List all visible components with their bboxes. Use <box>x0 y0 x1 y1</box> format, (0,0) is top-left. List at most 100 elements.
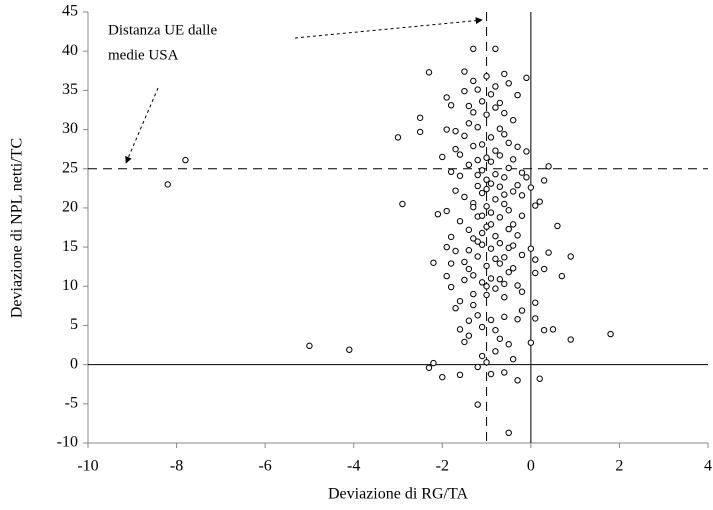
point <box>540 326 548 334</box>
point <box>487 91 495 98</box>
point <box>492 255 499 263</box>
x-tick-label: -10 <box>77 458 98 475</box>
point <box>492 232 499 240</box>
point <box>474 182 481 190</box>
x-tick-label: -8 <box>170 458 183 475</box>
x-tick-label: -4 <box>347 458 360 475</box>
point <box>532 269 539 277</box>
point <box>474 312 481 319</box>
point <box>478 98 486 105</box>
point <box>164 181 171 188</box>
point <box>496 152 504 159</box>
point <box>399 200 406 208</box>
point <box>514 377 521 384</box>
point <box>514 143 521 150</box>
point <box>518 307 526 314</box>
point <box>182 156 189 164</box>
point <box>487 134 495 141</box>
point <box>465 265 473 273</box>
annotation: Distanza UE dalle <box>108 22 217 38</box>
point <box>514 315 521 323</box>
point <box>509 221 517 228</box>
point <box>509 116 517 124</box>
point <box>456 371 464 379</box>
point <box>501 109 508 117</box>
point <box>509 242 517 249</box>
point <box>465 247 473 254</box>
point <box>518 169 526 176</box>
point <box>501 294 508 301</box>
point <box>478 279 486 286</box>
point <box>483 154 490 161</box>
point <box>554 222 561 230</box>
point <box>492 104 499 111</box>
x-tick-label: 4 <box>704 458 712 475</box>
point <box>545 163 552 170</box>
point <box>567 336 574 343</box>
point <box>483 176 490 183</box>
point <box>443 243 450 251</box>
point <box>461 258 468 266</box>
point <box>470 272 477 279</box>
point <box>501 254 508 261</box>
point <box>487 245 495 252</box>
point <box>461 276 468 284</box>
point <box>496 183 504 190</box>
point <box>474 86 481 93</box>
point <box>505 429 512 437</box>
point <box>452 127 459 135</box>
point <box>501 131 508 138</box>
annotation: medie USA <box>108 47 179 63</box>
point <box>532 256 539 263</box>
annotation-arrow <box>125 87 159 164</box>
point <box>487 209 495 216</box>
point <box>416 128 424 136</box>
point <box>536 198 543 205</box>
point <box>487 275 495 282</box>
point <box>443 126 450 133</box>
point <box>496 125 504 132</box>
point <box>474 123 481 131</box>
point <box>483 185 490 193</box>
point <box>514 232 521 239</box>
point <box>532 315 539 322</box>
point <box>505 139 512 147</box>
point <box>461 68 468 75</box>
point <box>443 272 450 280</box>
point <box>487 316 495 324</box>
point <box>478 212 486 219</box>
point <box>496 260 504 267</box>
point <box>540 265 548 273</box>
point <box>492 171 499 178</box>
point <box>478 241 486 248</box>
x-tick-label: -2 <box>436 458 449 475</box>
point <box>470 235 477 242</box>
point <box>509 188 517 195</box>
point <box>447 102 455 109</box>
point <box>483 111 490 118</box>
point <box>483 262 490 270</box>
point <box>430 359 437 367</box>
point <box>430 259 437 266</box>
point <box>478 323 486 331</box>
y-tick-label: -5 <box>65 394 78 411</box>
point <box>447 233 455 241</box>
point <box>456 151 464 158</box>
point <box>501 174 508 181</box>
y-tick-label: 25 <box>62 159 78 176</box>
point <box>505 164 512 172</box>
point <box>505 268 512 276</box>
y-tick-label: 20 <box>62 199 78 216</box>
point <box>478 167 486 174</box>
point <box>470 142 477 150</box>
point <box>501 191 508 198</box>
point <box>439 373 446 381</box>
point <box>478 352 486 360</box>
point <box>607 330 614 338</box>
point <box>518 212 526 219</box>
point <box>505 341 512 348</box>
point <box>465 317 473 324</box>
point <box>465 332 473 339</box>
